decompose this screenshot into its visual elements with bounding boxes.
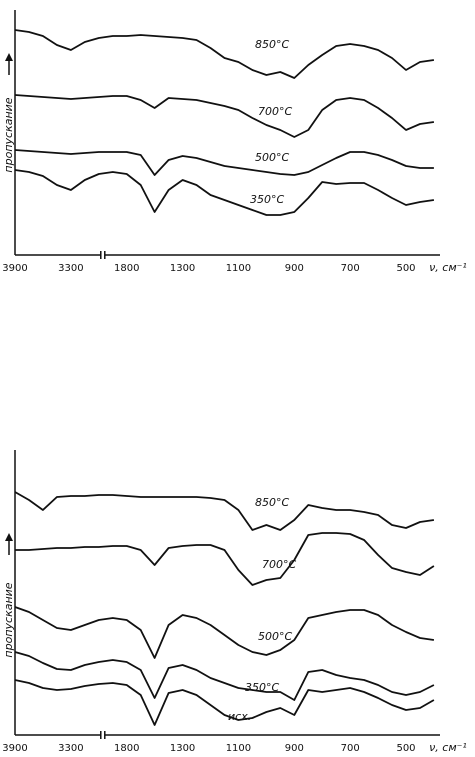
y-axis-label: пропускание (2, 97, 15, 172)
x-tick-label: 1300 (170, 743, 195, 754)
x-tick-label: 1800 (114, 743, 139, 754)
x-tick-label: 1300 (170, 263, 195, 274)
spectrum-line (14, 169, 435, 216)
x-tick-label: 500 (396, 743, 415, 754)
x-tick-label: 3900 (2, 263, 27, 274)
series-label: 850°C (255, 38, 289, 51)
series-label: 700°C (258, 105, 292, 118)
x-tick-label: 700 (341, 263, 360, 274)
spectrum-line (14, 651, 435, 701)
x-tick-label: 3300 (58, 263, 83, 274)
axis-break (100, 251, 105, 259)
x-tick-label: 700 (341, 743, 360, 754)
x-tick-label: 900 (285, 743, 304, 754)
x-tick-label: 1100 (226, 263, 251, 274)
series-label: 350°C (245, 681, 279, 694)
x-axis-label: ν, см⁻¹ (429, 261, 467, 274)
series-label: 500°C (258, 630, 292, 643)
x-axis-label: ν, см⁻¹ (429, 741, 467, 754)
spectrum-line (15, 532, 435, 586)
spectrum-line (14, 94, 435, 138)
series-label: 500°C (255, 151, 289, 164)
y-arrow-head (5, 53, 13, 61)
axis-break (100, 731, 105, 739)
x-tick-label: 900 (285, 263, 304, 274)
spectrum-line (14, 679, 435, 726)
x-tick-label: 500 (396, 263, 415, 274)
y-axis-label: пропускание (2, 582, 15, 657)
spectrum-line (14, 149, 434, 176)
spectrum-line (14, 29, 435, 79)
x-tick-label: 3900 (2, 743, 27, 754)
y-arrow-head (5, 533, 13, 541)
spectrum-line (14, 606, 435, 659)
x-tick-label: 1100 (226, 743, 251, 754)
series-label: 350°C (250, 193, 284, 206)
spectrum-line (14, 491, 435, 531)
series-label: 850°C (255, 496, 289, 509)
x-tick-label: 3300 (58, 743, 83, 754)
chart: пропускание 3900 3300 1800 1300 1100 900 700 500… (2, 450, 467, 754)
x-tick-label: 1800 (114, 263, 139, 274)
chart: пропускание 3900 3300 1800 1300 1100 900 700 500… (2, 10, 467, 274)
series-label: 700°C (262, 558, 296, 571)
series-label: исх. (228, 710, 251, 723)
